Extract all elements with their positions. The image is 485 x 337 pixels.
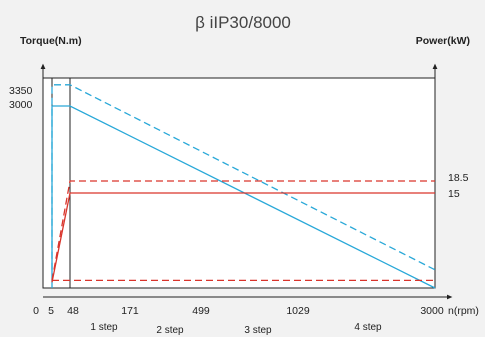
x-axis-title: n(rpm): [448, 305, 479, 317]
series-torque-dashed-1: [51, 84, 436, 271]
series-power-dashed-3: [51, 180, 435, 281]
series-power-solid-2: [51, 192, 435, 283]
x-tick-1029: 1029: [286, 305, 310, 317]
left-axis-title: Torque(N.m): [20, 35, 82, 47]
left-tick-3000: 3000: [9, 99, 33, 111]
x-tick-171: 171: [121, 305, 139, 317]
x-tick-0: 0: [33, 305, 39, 317]
step-label-3: 3 step: [244, 325, 272, 336]
right-tick-15: 15: [448, 188, 460, 200]
x-tick-3000: 3000: [420, 305, 444, 317]
step-label-2: 2 step: [156, 325, 184, 336]
x-tick-5: 5: [48, 305, 54, 317]
step-label-1: 1 step: [90, 322, 118, 333]
chart-title: β iIP30/8000: [195, 13, 291, 32]
plot-area: [42, 77, 436, 289]
right-tick-18-5: 18.5: [448, 172, 469, 184]
x-tick-48: 48: [67, 305, 79, 317]
x-tick-499: 499: [192, 305, 210, 317]
step-label-4: 4 step: [354, 322, 382, 333]
series-layer: [51, 84, 436, 289]
left-tick-3350: 3350: [9, 85, 33, 97]
right-axis-title: Power(kW): [416, 35, 470, 47]
